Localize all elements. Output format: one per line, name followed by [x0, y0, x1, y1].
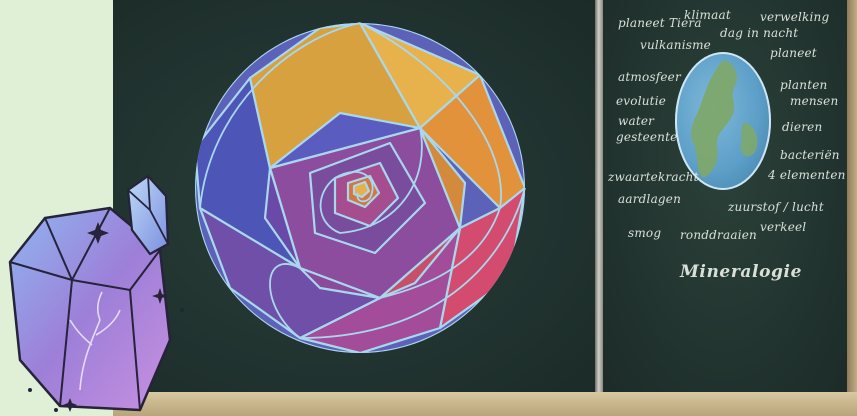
word-mensen: mensen [790, 94, 839, 108]
word-dieren: dieren [782, 120, 823, 134]
word-vier-elementen: 4 elementen [768, 168, 846, 182]
word-bacterien: bacteriën [780, 148, 840, 162]
word-evolutie: evolutie [616, 94, 667, 108]
word-verwelking: verwelking [760, 10, 830, 24]
word-vulkanisme: vulkanisme [640, 38, 711, 52]
word-zuurstof-lucht: zuurstof / lucht [728, 200, 824, 214]
word-dag-in-nacht: dag in nacht [720, 26, 799, 40]
word-planten: planten [780, 78, 828, 92]
board-divider [595, 0, 603, 400]
word-planeet: planeet [770, 46, 817, 60]
crystal-illustration [8, 174, 184, 412]
word-atmosfeer: atmosfeer [618, 70, 681, 84]
word-ronddraaien: ronddraaien [680, 228, 757, 242]
word-aardlagen: aardlagen [618, 192, 682, 206]
word-verkeel: verkeel [760, 220, 807, 234]
board-title-mineralogie: Mineralogie [680, 262, 802, 282]
word-smog: smog [628, 226, 662, 240]
word-zwaartekracht: zwaartekracht [608, 170, 699, 184]
word-water: water [618, 114, 655, 128]
earth-drawing [675, 52, 771, 190]
board-frame [847, 0, 857, 398]
spiral-rosette-drawing [195, 22, 526, 353]
continents-shape [691, 60, 758, 178]
word-gesteente: gesteente [616, 130, 678, 144]
word-planeet-tiera: planeet Tiera [618, 16, 702, 30]
word-klimaat: klimaat [684, 8, 731, 22]
chalk-tray [113, 392, 857, 416]
